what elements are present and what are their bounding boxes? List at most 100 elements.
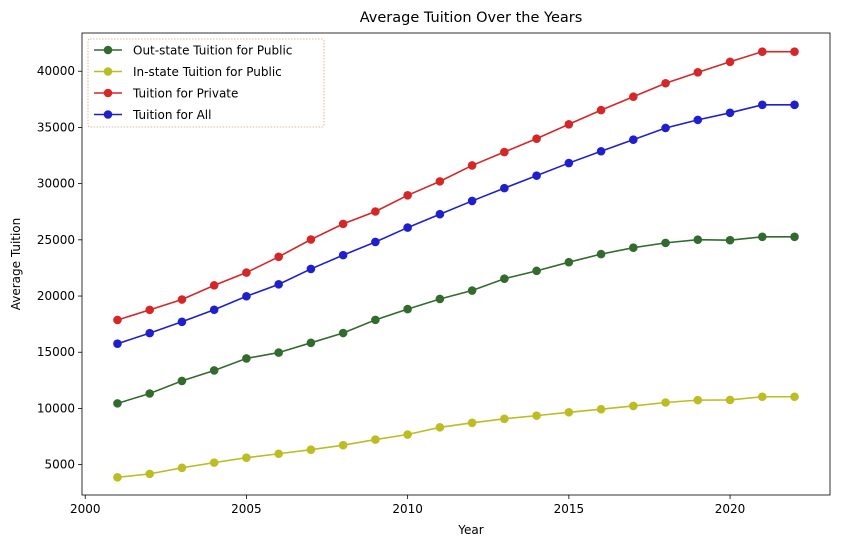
data-point [435, 423, 445, 432]
legend-item: Tuition for All [94, 108, 211, 122]
legend-label: Tuition for Private [132, 87, 238, 101]
data-point [532, 171, 541, 180]
data-point [338, 219, 348, 229]
data-point [274, 280, 283, 289]
y-tick-label: 20000 [37, 289, 75, 303]
data-point [564, 119, 574, 129]
data-point [661, 398, 670, 407]
data-point [338, 250, 348, 260]
data-point [209, 305, 219, 315]
data-point [274, 348, 283, 357]
series-1 [113, 392, 799, 482]
data-point [757, 392, 767, 402]
y-axis-label: Average Tuition [9, 218, 23, 311]
data-point [757, 47, 767, 56]
y-tick-label: 15000 [37, 345, 75, 359]
series-line [117, 236, 795, 405]
data-point [629, 401, 638, 411]
data-point [629, 243, 638, 253]
data-point [338, 328, 348, 338]
x-tick-label: 2010 [392, 502, 423, 516]
data-point [693, 68, 703, 77]
series-3 [113, 100, 799, 348]
data-point [403, 430, 412, 439]
data-point [209, 458, 219, 467]
data-point [467, 196, 477, 206]
data-point [564, 158, 574, 168]
data-point [693, 115, 703, 125]
legend-label: Out-state Tuition for Public [133, 44, 292, 58]
legend-marker [103, 88, 113, 98]
data-point [177, 376, 187, 386]
data-point [209, 281, 219, 290]
data-point [661, 123, 670, 133]
y-tick-label: 10000 [37, 401, 75, 415]
data-point [113, 473, 122, 482]
data-point [596, 249, 606, 259]
data-point [306, 235, 316, 244]
data-point [725, 57, 735, 67]
x-tick-label: 2020 [715, 502, 746, 516]
data-point [242, 291, 251, 301]
y-tick-label: 25000 [37, 233, 75, 247]
data-point [371, 237, 380, 247]
data-point [242, 354, 251, 363]
plot-frame [81, 32, 831, 496]
data-point [725, 235, 735, 245]
data-point [113, 339, 122, 348]
chart-title: Average Tuition Over the Years [360, 10, 583, 26]
data-point [564, 407, 574, 417]
data-point [306, 264, 316, 274]
data-point [145, 469, 155, 479]
data-point [500, 414, 509, 424]
data-point [145, 305, 155, 315]
data-point [371, 435, 380, 444]
data-point [661, 238, 670, 248]
data-point [177, 317, 187, 327]
legend-label: In-state Tuition for Public [133, 65, 282, 79]
data-point [467, 418, 477, 428]
data-point [532, 411, 541, 420]
data-point [145, 389, 155, 398]
y-tick-label: 40000 [37, 64, 75, 78]
data-point [500, 274, 509, 284]
data-point [790, 100, 799, 110]
data-point [177, 295, 187, 304]
legend-item: In-state Tuition for Public [94, 65, 282, 79]
data-point [177, 463, 187, 473]
legend-label: Tuition for All [132, 108, 211, 122]
data-point [145, 328, 155, 338]
series-line [117, 395, 795, 479]
y-tick-label: 35000 [37, 120, 75, 134]
data-point [435, 177, 445, 186]
x-axis-label: Year [457, 523, 483, 537]
legend-marker [103, 110, 113, 119]
data-point [790, 392, 799, 402]
data-point [500, 183, 509, 193]
legend-marker [103, 45, 113, 55]
data-point [532, 266, 541, 276]
data-point [467, 161, 477, 170]
data-point [274, 252, 283, 262]
data-point [209, 366, 219, 375]
series-line [117, 104, 795, 345]
data-point [532, 134, 541, 143]
legend-item: Out-state Tuition for Public [94, 44, 292, 58]
data-point [306, 445, 316, 454]
x-tick-label: 2015 [554, 502, 585, 516]
data-point [596, 105, 606, 115]
data-point [790, 232, 799, 242]
x-tick-label: 2000 [70, 502, 101, 516]
data-point [757, 100, 767, 110]
data-point [242, 268, 251, 277]
data-point [338, 440, 348, 450]
x-axis: 2000 2005 2010 2015 2020 [70, 495, 745, 516]
data-point [725, 395, 735, 405]
legend-box [87, 38, 325, 128]
data-point [306, 338, 316, 348]
data-point [629, 92, 638, 102]
legend-item: Tuition for Private [94, 87, 238, 101]
data-point [242, 453, 251, 462]
data-point [467, 286, 477, 295]
